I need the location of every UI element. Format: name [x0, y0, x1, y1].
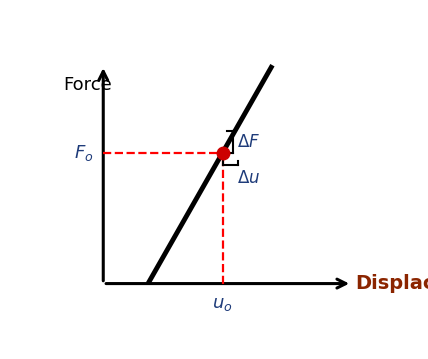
Text: $F_o$: $F_o$: [74, 143, 93, 163]
Text: $\Delta F$: $\Delta F$: [237, 132, 260, 151]
Text: $u_o$: $u_o$: [212, 295, 233, 313]
Text: $\Delta u$: $\Delta u$: [237, 169, 260, 187]
Text: Force: Force: [63, 76, 112, 94]
Text: Displacement: Displacement: [355, 274, 428, 293]
